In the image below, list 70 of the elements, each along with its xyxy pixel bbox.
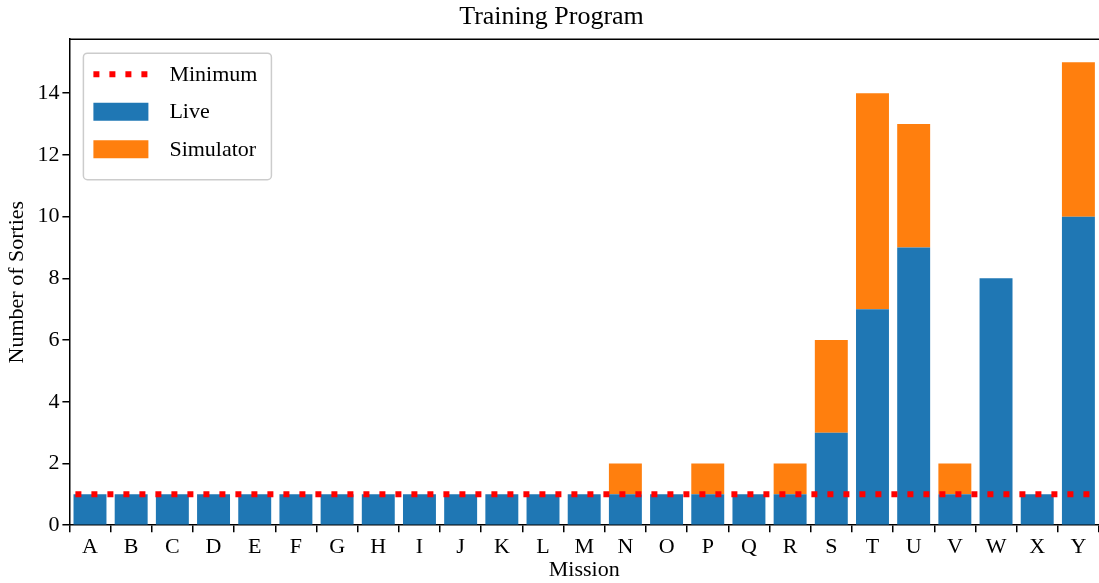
x-tick-label: G <box>329 533 346 559</box>
bar <box>608 463 642 495</box>
y-tick-label: 0 <box>48 510 60 536</box>
bar <box>279 494 313 525</box>
bar <box>526 494 560 525</box>
x-tick-label: D <box>205 533 222 559</box>
x-tick-label: F <box>289 533 303 559</box>
x-tick-label: X <box>1029 533 1046 559</box>
bar <box>1061 216 1095 525</box>
x-tick-label: L <box>536 533 550 559</box>
bar <box>691 494 725 525</box>
bar <box>73 494 107 525</box>
x-tick-label: R <box>782 533 798 559</box>
x-tick-label: T <box>865 533 880 559</box>
y-tick-label: 14 <box>37 78 60 104</box>
bar <box>856 309 889 525</box>
x-tick-label: S <box>825 533 838 559</box>
x-tick-label: H <box>370 533 387 559</box>
bar <box>444 494 478 525</box>
y-tick-label: 10 <box>37 202 60 228</box>
bar <box>114 494 148 525</box>
bar <box>1061 62 1095 217</box>
x-tick-label: J <box>456 533 466 559</box>
x-tick-label: K <box>493 533 510 559</box>
x-tick-label: P <box>701 533 714 559</box>
bar <box>608 494 642 525</box>
x-tick-label: N <box>617 533 634 559</box>
bar <box>650 494 684 525</box>
bar <box>567 494 601 525</box>
y-tick-label: 4 <box>48 387 60 413</box>
x-tick-label: C <box>165 533 180 559</box>
bar <box>938 494 972 525</box>
bar <box>814 432 848 525</box>
bar <box>691 463 725 495</box>
x-tick-label: Y <box>1070 533 1087 559</box>
bar <box>732 494 766 525</box>
x-tick-label: O <box>658 533 675 559</box>
bar <box>402 494 436 525</box>
bar <box>938 463 972 495</box>
y-tick-label: 12 <box>37 140 60 166</box>
legend-label: Simulator <box>169 135 257 161</box>
y-tick-label: 6 <box>48 325 60 351</box>
x-tick-label: I <box>415 533 424 559</box>
y-axis-title: Number of Sorties <box>2 200 28 364</box>
bar <box>773 463 807 495</box>
legend-label: Minimum <box>169 60 258 86</box>
bar <box>197 494 231 525</box>
bar <box>485 494 519 525</box>
legend-label: Live <box>169 98 210 124</box>
bar <box>814 340 848 433</box>
x-tick-label: A <box>82 533 99 559</box>
bar <box>320 494 354 525</box>
bar <box>1020 494 1054 525</box>
y-tick-label: 8 <box>48 264 60 290</box>
bar <box>238 494 272 525</box>
x-tick-label: E <box>248 533 262 559</box>
x-tick-label: Q <box>740 533 757 559</box>
x-tick-label: V <box>946 533 963 559</box>
bar <box>155 494 189 525</box>
x-tick-label: W <box>985 533 1007 559</box>
y-tick-label: 2 <box>48 449 60 475</box>
x-tick-label: B <box>123 533 139 559</box>
bar <box>773 494 807 525</box>
bar <box>856 93 889 310</box>
chart-title: Training Program <box>459 1 644 31</box>
bar <box>897 124 931 248</box>
x-tick-label: U <box>905 533 922 559</box>
bar <box>979 278 1013 525</box>
bar <box>897 247 931 525</box>
bar <box>361 494 395 525</box>
